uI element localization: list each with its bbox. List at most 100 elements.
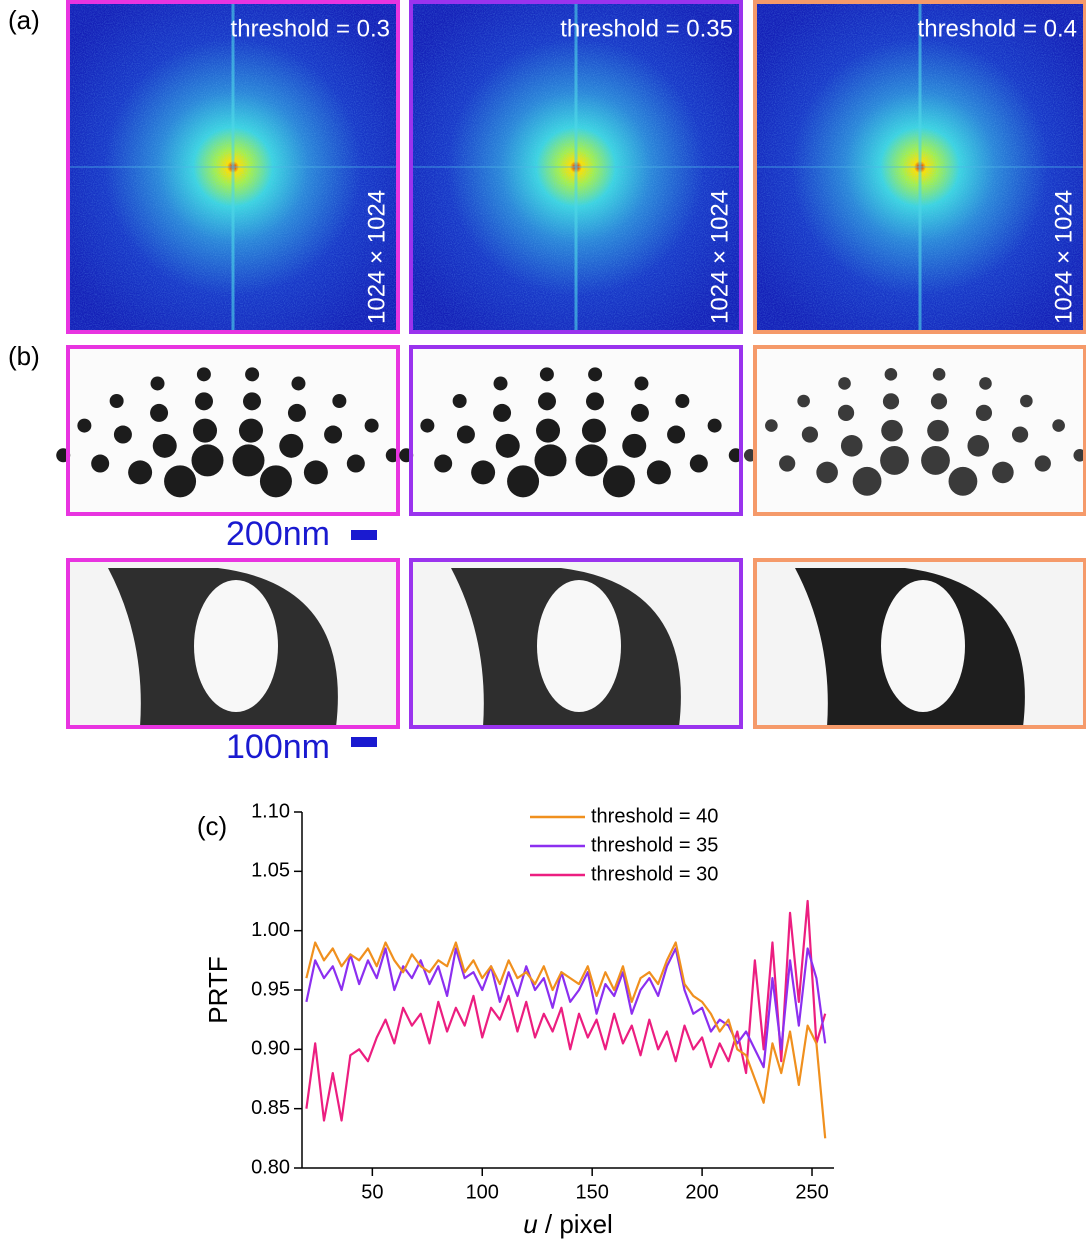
y-axis-label: PRTF: [203, 956, 233, 1023]
panel-label: (b): [8, 341, 40, 371]
x-tick-label: 50: [361, 1181, 383, 1203]
dot: [837, 404, 855, 421]
dot: [921, 446, 950, 475]
dot: [238, 418, 263, 443]
y-tick-label: 1.10: [251, 800, 290, 822]
dot: [880, 446, 909, 475]
dot: [932, 368, 946, 381]
dot: [420, 418, 435, 433]
dot: [1052, 419, 1065, 432]
dot: [930, 393, 948, 410]
dot: [538, 392, 557, 411]
dot: [109, 393, 124, 408]
dot: [667, 425, 686, 444]
dot: [164, 465, 197, 498]
dot: [967, 435, 990, 457]
dot: [797, 394, 810, 408]
legend-label: threshold = 35: [591, 834, 718, 856]
dot: [128, 460, 153, 485]
threshold-label: threshold = 0.3: [231, 15, 390, 42]
dot: [364, 418, 379, 433]
dot: [232, 444, 265, 477]
dot: [884, 368, 898, 381]
dot: [196, 367, 211, 382]
dot: [324, 425, 343, 444]
dot: [622, 433, 647, 458]
scale-bar: [351, 530, 377, 540]
size-label: 1024 × 1024: [363, 190, 390, 324]
dot: [77, 418, 92, 433]
y-tick-label: 1.00: [251, 919, 290, 941]
dot: [816, 461, 838, 484]
dot: [152, 433, 177, 458]
frame: [409, 345, 743, 516]
dot: [1073, 448, 1086, 462]
letter-hole: [881, 580, 965, 712]
dot: [91, 454, 110, 473]
dot: [801, 426, 819, 443]
dot: [507, 465, 540, 498]
dot: [588, 367, 603, 382]
dot: [193, 418, 218, 443]
y-tick-label: 1.05: [251, 860, 290, 882]
dot: [536, 418, 561, 443]
frame: [753, 0, 1086, 334]
dot: [675, 393, 690, 408]
prtf-chart: (c) PRTF u / pixel 0.80 0.85 0.90 0.95 1.00 1…: [197, 800, 834, 1239]
dot: [242, 392, 261, 411]
legend-label: threshold = 30: [591, 863, 718, 885]
dot: [291, 376, 306, 391]
dot: [707, 418, 722, 433]
dot: [259, 465, 292, 498]
frame: [409, 0, 743, 334]
x-axis-symbol: u: [523, 1209, 537, 1239]
dot: [779, 455, 796, 472]
legend-label: threshold = 40: [591, 805, 718, 827]
x-tick-label: 200: [685, 1181, 718, 1203]
scale-bar: [351, 737, 377, 747]
dot: [471, 460, 496, 485]
dot: [493, 403, 512, 422]
threshold-label: threshold = 0.4: [918, 15, 1077, 42]
x-tick-label: 250: [795, 1181, 828, 1203]
dot: [882, 393, 900, 410]
dot: [852, 466, 882, 496]
dot: [838, 377, 851, 390]
dot: [1011, 426, 1029, 443]
scale-bar-label: 100nm: [226, 728, 330, 766]
y-tick-label: 0.90: [251, 1038, 290, 1060]
frame: [753, 345, 1086, 516]
dot: [927, 419, 949, 442]
dot: [581, 418, 606, 443]
letter-hole: [194, 580, 278, 712]
dot: [534, 444, 567, 477]
series-line: [305, 947, 827, 1069]
series-line: [305, 899, 827, 1122]
x-axis-unit: / pixel: [545, 1209, 613, 1239]
dot: [303, 460, 328, 485]
dot: [113, 425, 132, 444]
dot: [840, 435, 863, 457]
dot: [1020, 394, 1033, 408]
y-tick-label: 0.95: [251, 978, 290, 1000]
dot: [332, 393, 347, 408]
size-label: 1024 × 1024: [1050, 190, 1077, 324]
size-label: 1024 × 1024: [706, 190, 733, 324]
dot: [279, 433, 304, 458]
dot: [495, 433, 520, 458]
threshold-label: threshold = 0.35: [560, 15, 733, 42]
panel-label: (c): [197, 811, 227, 841]
frame: [409, 558, 743, 729]
dot: [456, 425, 475, 444]
dot: [634, 376, 649, 391]
dot: [646, 460, 671, 485]
dot: [434, 454, 453, 473]
dot: [287, 403, 306, 422]
frame: [753, 558, 1086, 729]
dot: [585, 392, 604, 411]
dot: [881, 419, 903, 442]
dot: [765, 419, 778, 432]
series-line: [305, 941, 827, 1139]
